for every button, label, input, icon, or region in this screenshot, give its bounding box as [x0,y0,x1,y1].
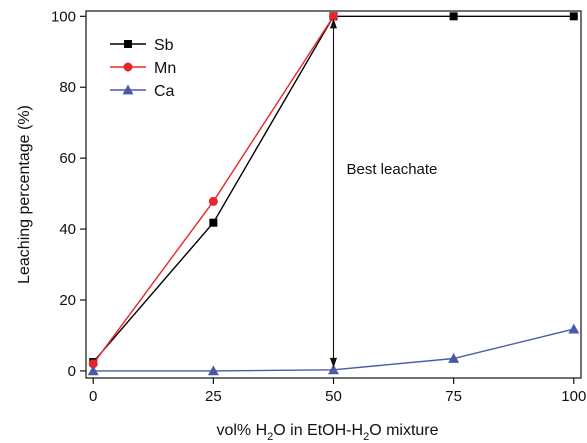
y-tick-label: 20 [59,292,76,309]
x-axis-label-part: O mixture [369,422,438,439]
axes-layer: 0 25 50 75 100 0 20 40 60 80 100 [51,8,586,405]
legend-label-sb: Sb [154,37,174,54]
data-point-sb [449,12,458,21]
data-point-ca [448,352,460,363]
x-axis-label-subscript: 2 [267,431,273,443]
data-point-mn [329,11,338,21]
data-point-sb [569,12,578,21]
x-tick-label: 75 [445,388,462,405]
data-point-mn [208,196,218,206]
series-layer [87,11,580,376]
data-point-mn [88,359,98,369]
annotation-arrowhead-top [330,18,337,29]
x-axis-label-part: O in EtOH-H [273,422,363,439]
x-tick-label: 25 [205,388,222,405]
annotation-layer: Best leachate [330,18,437,368]
data-point-sb [209,218,218,227]
x-axis-label-subscript: 2 [363,431,369,443]
x-tick-label: 50 [325,388,342,405]
y-tick-label: 40 [59,221,76,238]
x-axis-label-part: vol% H [216,422,267,439]
legend-marker-mn [123,62,133,72]
x-tick-label: 0 [89,388,97,405]
y-tick-label: 80 [59,79,76,96]
data-point-ca [207,365,219,376]
legend-label-mn: Mn [154,60,176,77]
legend: Sb Mn Ca [110,37,176,100]
annotation-label: Best leachate [347,161,438,178]
x-tick-label: 100 [561,388,586,405]
legend-marker-sb [124,40,132,48]
data-point-ca [568,323,580,334]
legend-label-ca: Ca [154,83,175,100]
y-tick-label: 60 [59,150,76,167]
annotation-arrowhead-bottom [330,357,337,368]
y-tick-label: 0 [68,363,76,380]
legend-marker-ca [122,84,134,95]
y-tick-label: 100 [51,8,76,25]
data-point-ca [328,364,339,375]
data-point-ca [87,365,99,376]
x-axis-label: vol% H2O in EtOH-H2O mixture [216,422,438,443]
y-axis-label: Leaching percentage (%) [16,105,33,284]
